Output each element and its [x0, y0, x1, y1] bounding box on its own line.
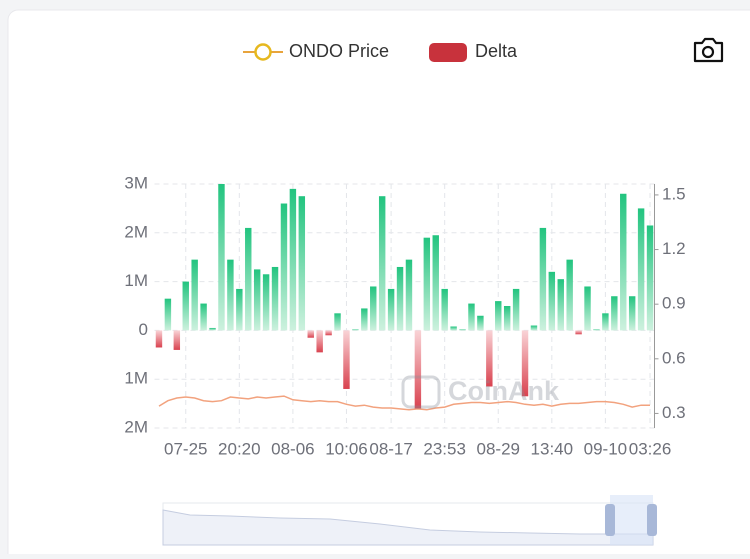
legend-label[interactable]: Delta — [475, 41, 518, 61]
bar — [387, 288, 395, 331]
bar — [370, 286, 377, 331]
bar — [432, 235, 439, 331]
camera-body — [693, 37, 724, 63]
bar — [155, 330, 163, 348]
bar — [477, 315, 484, 331]
bar — [593, 329, 600, 331]
bar — [227, 259, 234, 331]
bar — [164, 298, 172, 331]
bar — [530, 325, 538, 331]
bar — [209, 327, 216, 331]
x-tick-label: 20:20 — [218, 439, 261, 458]
x-tick-label: 23:53 — [423, 439, 466, 458]
bar — [575, 330, 582, 335]
y-tick-label: 2M — [124, 222, 148, 241]
y-tick-label: 1M — [124, 271, 148, 290]
y2-tick-label: 1.2 — [662, 239, 686, 258]
x-tick-label: 09-10 — [584, 439, 627, 458]
bar — [316, 330, 323, 353]
bar — [584, 286, 591, 331]
bar — [450, 326, 457, 331]
x-tick-label: 08-06 — [271, 439, 314, 458]
price-line — [158, 395, 650, 411]
bar — [486, 330, 493, 387]
bar — [423, 237, 431, 331]
bar — [262, 274, 270, 331]
bar — [325, 330, 332, 336]
watermark-text: CoinAnk — [448, 376, 560, 406]
legend-label[interactable]: ONDO Price — [289, 41, 389, 61]
bar — [620, 193, 627, 331]
y2-tick-label: 0.9 — [662, 294, 686, 313]
bar — [495, 301, 502, 331]
bar — [307, 330, 314, 338]
x-tick-label: 03:26 — [629, 439, 672, 458]
legend-circle-icon — [254, 43, 272, 61]
bar — [236, 288, 243, 331]
bar — [611, 296, 618, 331]
bar — [289, 188, 297, 331]
watermark: CoinAnk — [401, 375, 560, 409]
x-tick-label: 13:40 — [531, 439, 574, 458]
x-tick-label: 08-17 — [369, 439, 412, 458]
bar — [557, 279, 564, 331]
bar — [441, 288, 448, 331]
bar — [468, 303, 475, 331]
y2-tick-label: 1.5 — [662, 184, 686, 203]
y-tick-label: 1M — [124, 369, 148, 388]
camera-icon[interactable] — [693, 37, 724, 63]
bar — [361, 308, 368, 331]
bar — [200, 303, 207, 331]
zoom-handle[interactable] — [605, 504, 615, 536]
watermark-icon — [401, 375, 441, 409]
bar — [218, 184, 225, 331]
bar — [343, 330, 350, 389]
bar — [173, 330, 181, 350]
legend: ONDO Price Delta — [243, 41, 518, 62]
bar — [182, 281, 189, 331]
bar — [405, 259, 413, 331]
y-tick-label: 0 — [139, 320, 148, 339]
x-tick-label: 08-29 — [477, 439, 520, 458]
bar — [459, 329, 466, 331]
bar — [548, 271, 556, 331]
y-tick-label: 2M — [124, 417, 148, 436]
bar — [396, 266, 404, 331]
bar — [512, 288, 520, 331]
legend-bar-icon — [429, 43, 467, 62]
bar — [539, 227, 547, 331]
bar — [253, 269, 261, 331]
bar — [646, 225, 654, 331]
bar — [245, 227, 252, 331]
bar — [521, 330, 529, 397]
bar — [602, 313, 609, 331]
bar — [628, 296, 636, 331]
camera-lens — [701, 45, 715, 59]
y-tick-label: 3M — [124, 173, 148, 192]
bar — [566, 259, 573, 331]
bar — [298, 196, 306, 331]
bar — [191, 259, 198, 331]
bar — [334, 313, 341, 331]
zoom-handle[interactable] — [647, 504, 657, 536]
bar — [378, 196, 386, 331]
data-zoom[interactable] — [162, 495, 657, 546]
bar — [637, 208, 645, 331]
x-tick-label: 10:06 — [325, 439, 368, 458]
bar — [414, 330, 422, 409]
bar — [280, 203, 288, 331]
y2-tick-label: 0.6 — [662, 348, 686, 367]
bar — [271, 266, 279, 331]
zoom-window[interactable] — [610, 495, 653, 545]
x-tick-label: 07-25 — [164, 439, 207, 458]
y2-tick-label: 0.3 — [662, 403, 686, 422]
bar — [503, 306, 511, 331]
bar — [352, 329, 359, 331]
